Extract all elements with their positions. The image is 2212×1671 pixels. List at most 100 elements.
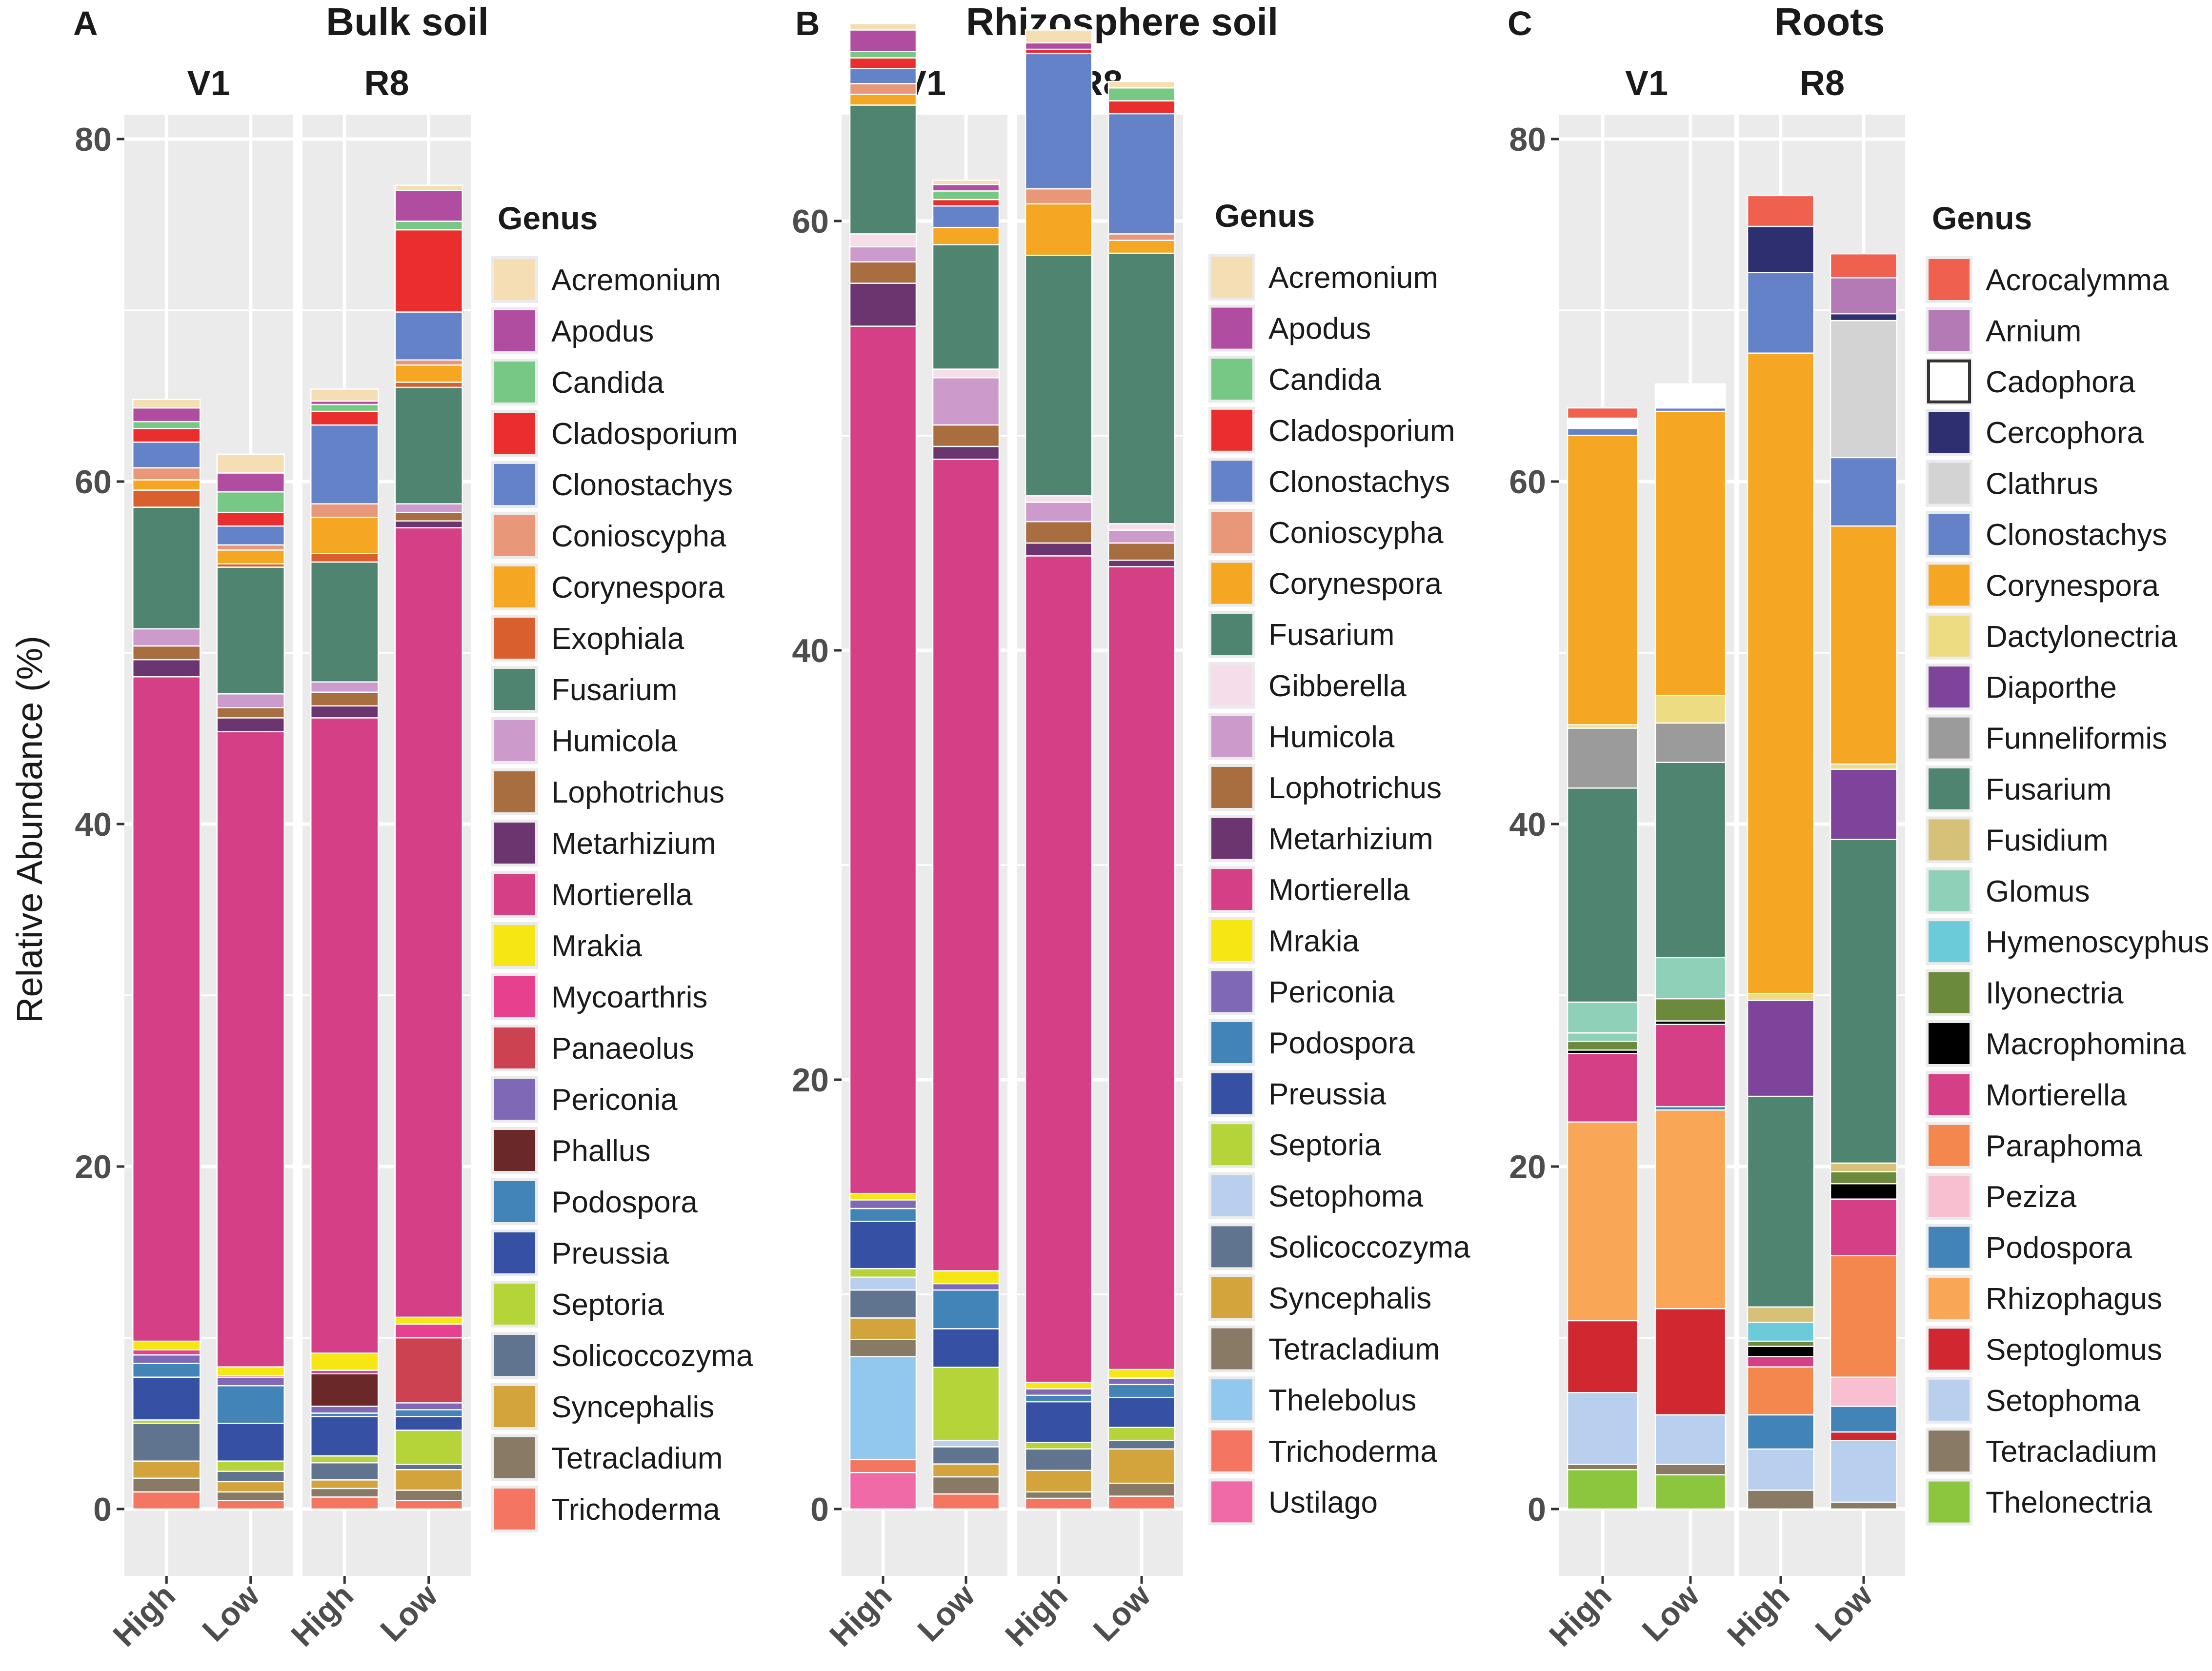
legend-swatch — [1211, 716, 1252, 757]
legend-item: Fusidium — [1926, 816, 2109, 864]
legend-item: Mortierella — [1926, 1071, 2127, 1118]
legend-swatch — [1929, 1227, 1970, 1268]
bar-segment-trichoderma — [1107, 1495, 1176, 1510]
bar-v1-high — [849, 22, 917, 1510]
bar-v1-low — [1654, 383, 1727, 1510]
bar-segment-mrakia — [1107, 1369, 1176, 1379]
bar-segment-periconia — [932, 1283, 1000, 1291]
legend-label: Setophoma — [1986, 1384, 2141, 1418]
bar-segment-candida — [932, 190, 1000, 201]
legend-item: Preussia — [1208, 1070, 1387, 1117]
legend-label: Syncephalis — [551, 1390, 714, 1424]
bar-segment-podospora — [932, 1289, 1000, 1329]
legend-label: Clonostachys — [551, 468, 733, 502]
bar-v1-low — [216, 453, 285, 1510]
legend-label: Lophotrichus — [1268, 771, 1442, 805]
bar-segment-humicola — [132, 628, 201, 647]
legend-label: Peziza — [1986, 1180, 2077, 1214]
legend-swatch — [1929, 1430, 1970, 1472]
bar-segment-humicola — [216, 693, 285, 708]
bar-segment-humicola — [394, 503, 463, 513]
legend-label: Tetracladium — [1268, 1333, 1440, 1367]
legend-item: Septoria — [491, 1281, 664, 1328]
legend-swatch — [1929, 666, 1970, 708]
legend-item: Ustilago — [1208, 1478, 1378, 1526]
legend-item: Septoria — [1208, 1121, 1381, 1168]
legend-label: Clathrus — [1986, 467, 2098, 501]
panel-title: Rhizosphere soil — [966, 0, 1278, 43]
legend-item: Panaeolus — [491, 1025, 694, 1071]
legend-swatch — [494, 1284, 535, 1325]
bar-segment-trichoderma — [132, 1491, 201, 1510]
bar-segment-mrakia — [932, 1270, 1000, 1285]
legend-label: Arnium — [1986, 314, 2081, 348]
legend-item: Fusarium — [1926, 765, 2111, 812]
x-tick-label: Low — [1086, 1577, 1157, 1648]
bar-segment-candida — [216, 491, 285, 513]
bar-r8-low — [1107, 81, 1176, 1510]
bar-segment-trichoderma — [849, 1459, 917, 1473]
legend-swatch — [494, 515, 535, 556]
legend-item: Arnium — [1926, 307, 2081, 354]
bar-segment-corynespora — [132, 479, 201, 491]
bar-segment-corynespora — [1747, 352, 1815, 994]
legend-swatch — [1929, 1278, 1970, 1319]
bar-segment-tetracladium — [849, 1339, 917, 1357]
bar-segment-podospora — [1830, 1406, 1898, 1433]
legend-label: Trichoderma — [551, 1493, 720, 1527]
facet-r8: R8 High Low — [1720, 64, 1905, 1653]
legend-label: Apodus — [1268, 312, 1371, 346]
legend-swatch — [1929, 921, 1970, 963]
legend-label: Ilyonectria — [1986, 977, 2124, 1010]
y-tick-label: 80 — [75, 121, 112, 158]
legend-label: Humicola — [551, 725, 678, 758]
bar-segment-metarhizium — [1107, 559, 1176, 567]
legend-label: Septoglomus — [1986, 1333, 2162, 1367]
bar-segment-mortierella — [394, 527, 463, 1318]
legend-swatch — [494, 566, 535, 607]
legend-item: Rhizophagus — [1926, 1275, 2162, 1322]
legend-label: Mrakia — [551, 929, 643, 963]
panel-letter: A — [73, 4, 98, 42]
legend-item: Peziza — [1926, 1173, 2077, 1220]
bar-segment-corynespora — [932, 226, 1000, 245]
bar-segment-syncephalis — [1025, 1470, 1093, 1493]
legend-label: Macrophomina — [1986, 1027, 2186, 1061]
bar-segment-cladosporium — [1107, 100, 1176, 115]
bar-segment-periconia — [1025, 1388, 1093, 1396]
legend-item: Glomus — [1926, 867, 2090, 914]
legend-label: Metarhizium — [551, 827, 716, 861]
legend-swatch — [1929, 259, 1970, 300]
legend-label: Fusarium — [1986, 773, 2111, 806]
bar-segment-periconia — [132, 1354, 201, 1364]
legend-label: Candida — [551, 366, 664, 400]
legend-label: Corynespora — [551, 571, 724, 604]
bar-segment-setophoma — [1654, 1414, 1727, 1465]
legend-item: Thelonectria — [1926, 1478, 2152, 1526]
bar-segment-mortierella — [1025, 555, 1093, 1383]
legend-swatch — [1211, 664, 1252, 706]
legend-item: Macrophomina — [1926, 1020, 2186, 1067]
bar-segment-podospora — [132, 1363, 201, 1378]
legend-label: Clonostachys — [1986, 518, 2167, 552]
legend-item: Lophotrichus — [1208, 764, 1442, 811]
legend-item: Clonostachys — [491, 461, 733, 508]
legend-item: Corynespora — [1926, 562, 2159, 609]
bar-segment-solicoccozyma — [216, 1470, 285, 1483]
legend-swatch — [494, 413, 535, 454]
bar-segment-acremonium — [849, 22, 917, 31]
bar-segment-fusarium — [1830, 839, 1898, 1164]
legend-item: Cladosporium — [1208, 406, 1455, 454]
bar-segment-tetracladium — [1830, 1501, 1898, 1510]
bar-segment-clonostachys — [1830, 457, 1898, 527]
bar-segment-lophotrichus — [216, 707, 285, 719]
bar-segment-diaporthe — [1747, 1000, 1815, 1097]
x-tick-label: Low — [1808, 1577, 1879, 1648]
bar-segment-acremonium — [1025, 29, 1093, 44]
bar-v1-low — [932, 180, 1000, 1510]
legend-label: Acrocalymma — [1986, 263, 2169, 297]
bar-segment-cladosporium — [394, 229, 463, 313]
legend-item: Metarhizium — [1208, 815, 1433, 862]
